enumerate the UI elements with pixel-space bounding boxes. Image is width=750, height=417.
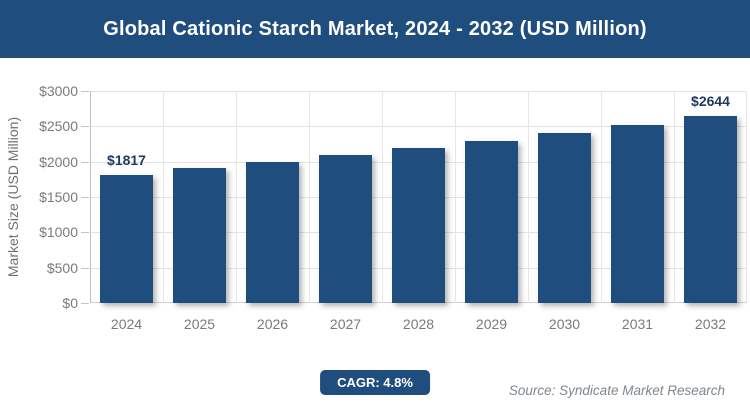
bar-value-label-2032: $2644	[691, 93, 730, 109]
v-gridline	[746, 91, 747, 303]
y-tick-label: $0	[62, 295, 78, 311]
v-gridline	[528, 91, 529, 303]
y-tick-mark	[81, 91, 89, 92]
bar-2028[interactable]	[392, 148, 445, 303]
v-gridline	[455, 91, 456, 303]
bar-column-2031: 2031	[601, 91, 674, 332]
y-tick-mark	[81, 232, 89, 233]
v-gridline	[236, 91, 237, 303]
bar-2029[interactable]	[465, 141, 518, 303]
v-gridline	[309, 91, 310, 303]
h-gridline	[90, 126, 747, 127]
y-tick-label: $1500	[39, 189, 78, 205]
x-tick-label-2030: 2030	[548, 316, 581, 332]
y-tick-label: $1000	[39, 224, 78, 240]
bar-2027[interactable]	[319, 155, 372, 303]
y-tick-mark	[81, 162, 89, 163]
chart-title-banner: Global Cationic Starch Market, 2024 - 20…	[0, 0, 750, 58]
v-gridline	[163, 91, 164, 303]
y-tick-label: $2500	[39, 118, 78, 134]
v-gridline	[601, 91, 602, 303]
bar-column-2027: 2027	[309, 91, 382, 332]
bar-value-label-2024: $1817	[107, 152, 146, 168]
x-tick-label-2028: 2028	[402, 316, 435, 332]
y-axis-title: Market Size (USD Million)	[5, 116, 21, 278]
bar-2024[interactable]	[100, 175, 153, 303]
y-tick-mark	[81, 303, 89, 304]
bar-column-2026: 2026	[236, 91, 309, 332]
h-gridline	[90, 91, 747, 92]
v-gridline	[382, 91, 383, 303]
bar-column-2024: $1817 2024	[90, 91, 163, 332]
x-tick-label-2027: 2027	[329, 316, 362, 332]
y-tick-label: $3000	[39, 83, 78, 99]
bar-2032[interactable]	[684, 116, 737, 303]
bar-2031[interactable]	[611, 125, 664, 303]
x-tick-label-2024: 2024	[110, 316, 143, 332]
cagr-badge: CAGR: 4.8%	[320, 370, 430, 395]
x-tick-label-2032: 2032	[694, 316, 727, 332]
bar-2030[interactable]	[538, 133, 591, 303]
y-tick-mark	[81, 197, 89, 198]
y-tick-label: $500	[46, 260, 78, 276]
bar-column-2028: 2028	[382, 91, 455, 332]
x-tick-label-2031: 2031	[621, 316, 654, 332]
x-tick-label-2029: 2029	[475, 316, 508, 332]
chart-title: Global Cationic Starch Market, 2024 - 20…	[103, 17, 647, 40]
bar-column-2025: 2025	[163, 91, 236, 332]
source-attribution: Source: Syndicate Market Research	[508, 383, 725, 398]
bar-column-2030: 2030	[528, 91, 601, 332]
v-gridline	[674, 91, 675, 303]
bar-2025[interactable]	[173, 168, 226, 303]
y-tick-label: $2000	[39, 154, 78, 170]
y-tick-mark	[81, 126, 89, 127]
bar-column-2029: 2029	[455, 91, 528, 332]
x-tick-label-2025: 2025	[183, 316, 216, 332]
x-tick-label-2026: 2026	[256, 316, 289, 332]
y-axis-line	[90, 91, 91, 303]
y-tick-mark	[81, 268, 89, 269]
bar-2026[interactable]	[246, 162, 299, 303]
plot-area: $1817 2024 2025 2026 2027 2028 2029 2030 2031 $26…	[90, 91, 747, 332]
bar-column-2032: $2644 2032	[674, 91, 747, 332]
